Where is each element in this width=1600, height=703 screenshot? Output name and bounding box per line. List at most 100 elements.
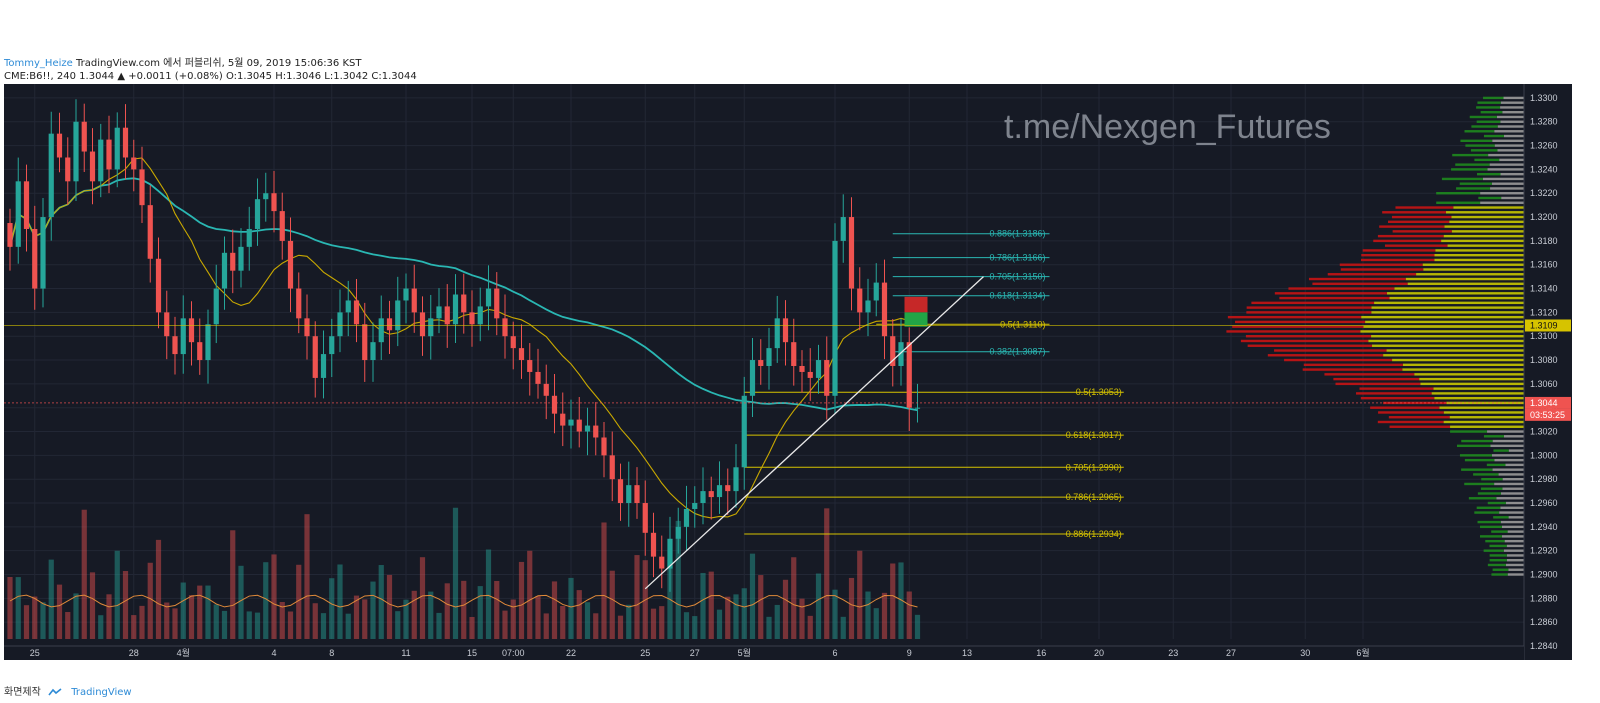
time-tick-label: 15 <box>467 648 477 658</box>
volume-profile-bar <box>1498 473 1524 476</box>
volume-profile-bar <box>1391 215 1452 219</box>
volume-bar <box>502 610 508 639</box>
volume-bar <box>73 593 79 639</box>
price-axis-bg <box>1524 84 1572 660</box>
candle-body <box>329 336 335 355</box>
volume-profile-bar <box>1361 253 1435 257</box>
volume-profile-bar <box>1494 458 1524 462</box>
volume-profile-bar <box>1501 525 1524 529</box>
volume-bar <box>683 612 690 639</box>
price-tick-label: 1.3220 <box>1530 188 1558 198</box>
volume-bar <box>576 590 582 639</box>
candle-body <box>873 282 879 301</box>
close-value: C:1.3044 <box>371 71 417 82</box>
volume-bar <box>436 612 442 639</box>
volume-profile-bar <box>1477 492 1501 495</box>
volume-bar <box>708 571 714 639</box>
volume-profile-bar <box>1492 568 1509 571</box>
price-tick-label: 1.2860 <box>1530 617 1558 627</box>
volume-bar <box>213 604 219 639</box>
price-tick-label: 1.2840 <box>1530 641 1558 651</box>
footer: 화면제작 TradingView <box>4 683 132 698</box>
up-arrow-icon: ▲ <box>117 71 126 82</box>
volume-profile-bar <box>1502 535 1524 538</box>
time-tick-label: 25 <box>640 648 650 658</box>
candle-body <box>180 318 186 355</box>
volume-profile-bar <box>1302 368 1403 371</box>
volume-bar <box>782 579 789 639</box>
volume-profile-bar <box>1284 358 1393 362</box>
volume-profile-bar <box>1499 158 1524 162</box>
time-tick-label: 6월 <box>1356 647 1369 658</box>
volume-profile-bar <box>1394 287 1524 290</box>
symbol-label: CME:B6!!, 240 <box>4 71 76 82</box>
candle-body <box>584 425 591 432</box>
candle-body <box>213 288 219 325</box>
candle-body <box>246 228 252 247</box>
volume-profile-bar <box>1489 544 1507 548</box>
volume-bar <box>81 509 87 639</box>
volume-profile-bar <box>1382 211 1446 214</box>
volume-profile-bar <box>1460 139 1493 143</box>
candle-body <box>98 139 104 182</box>
volume-bar <box>32 596 38 639</box>
volume-profile-bar <box>1235 320 1366 324</box>
trendline[interactable] <box>644 276 984 590</box>
volume-bar <box>221 610 228 639</box>
volume-profile-bar <box>1308 277 1406 281</box>
volume-profile-bar <box>1274 292 1387 295</box>
volume-bar <box>65 612 71 639</box>
volume-profile-bar <box>1477 101 1501 104</box>
candle-body <box>749 360 756 396</box>
volume-profile-bar <box>1487 430 1524 433</box>
volume-profile-bar <box>1377 420 1444 424</box>
volume-bar <box>337 564 343 639</box>
volume-bar <box>906 591 912 639</box>
volume-bar <box>279 601 285 639</box>
time-tick-label: 28 <box>129 648 139 658</box>
trade-box[interactable] <box>904 296 928 327</box>
volume-profile-bar <box>1483 549 1504 552</box>
candle-body <box>898 342 904 366</box>
volume-profile-bar <box>1473 473 1499 476</box>
volume-bar <box>551 581 558 639</box>
volume-profile-bar <box>1371 311 1524 314</box>
candle-body <box>56 133 63 158</box>
volume-profile-bar <box>1483 435 1504 438</box>
target-zone <box>904 312 928 327</box>
volume-bar <box>230 530 236 639</box>
volume-bar <box>568 577 574 639</box>
volume-bar <box>370 581 376 639</box>
price-axis[interactable]: 1.3300 1.3280 1.3260 1.3240 1.3220 1.3200 1.31… <box>4 84 1572 660</box>
candle-body <box>568 419 574 426</box>
price-chart[interactable]: 0.886(1.3186) 0.786(1.3166) 0.705(1.3150) 0… <box>4 84 1572 660</box>
candle-body <box>304 318 310 337</box>
volume-profile-bar <box>1361 315 1524 319</box>
volume-profile-bar <box>1407 282 1524 285</box>
candle-body <box>634 485 640 504</box>
footer-brand[interactable]: TradingView <box>71 687 132 698</box>
volume-profile-bar <box>1469 115 1497 119</box>
fib-label-lower: 0.705(1.2990) <box>1066 462 1122 472</box>
fibonacci-levels: 0.886(1.3186) 0.786(1.3166) 0.705(1.3150) 0… <box>744 229 1124 539</box>
volume-profile-bar <box>1502 111 1524 114</box>
volume-profile-bar <box>1492 439 1524 443</box>
volume-bars <box>7 507 921 639</box>
candle-body <box>172 336 178 355</box>
volume-bar <box>650 608 657 639</box>
volume-bar <box>601 522 607 639</box>
time-tick-label: 23 <box>1168 648 1178 658</box>
price-tick-label: 1.2920 <box>1530 546 1558 556</box>
volume-profile-bar <box>1335 382 1421 386</box>
volume-bar <box>15 577 21 639</box>
candle-body <box>461 294 467 313</box>
candle-body <box>238 246 244 271</box>
volume-bar <box>692 616 698 639</box>
volume-profile-bar <box>1508 449 1524 452</box>
volume-profile-bar <box>1474 511 1500 514</box>
time-axis[interactable]: 25 28 4월 4 8 11 15 07:00 22 25 27 5월 6 9 13 16 20 23 27 30 6… <box>4 645 1524 660</box>
author-link[interactable]: Tommy_Heize <box>4 58 73 69</box>
volume-profile-bar <box>1379 225 1445 228</box>
candle-body <box>741 395 747 468</box>
candle-body <box>254 199 261 229</box>
